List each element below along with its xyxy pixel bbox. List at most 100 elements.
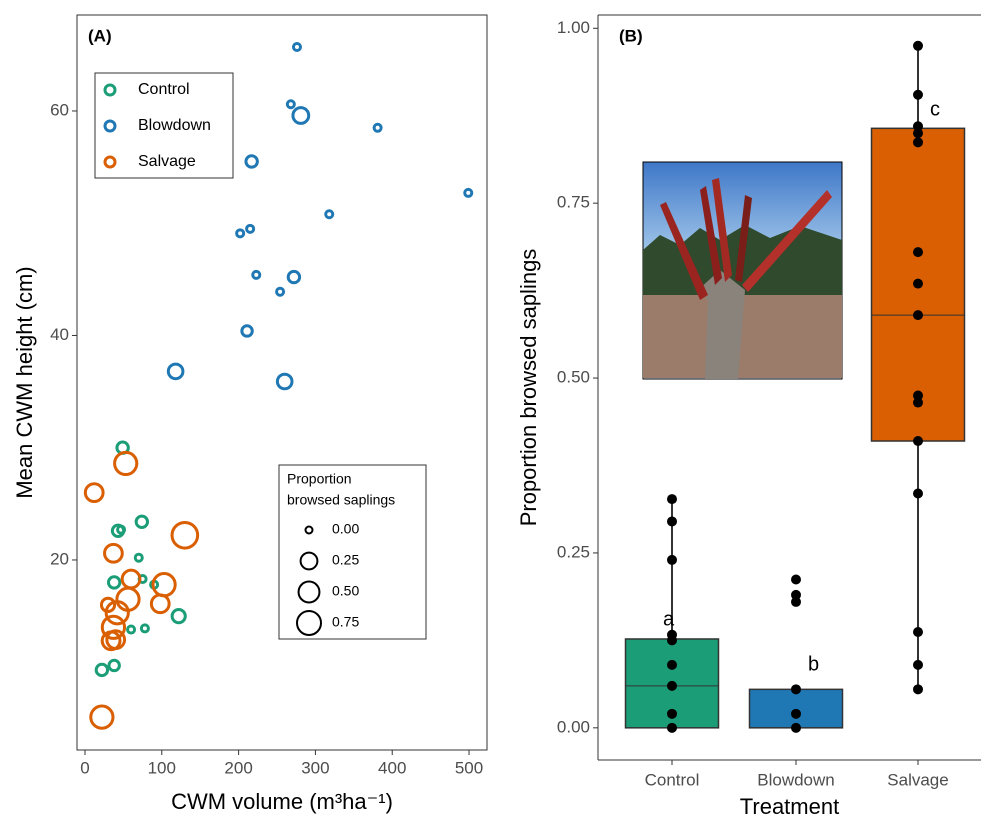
bubble	[251, 269, 262, 280]
point	[791, 684, 801, 695]
x-tick-label: 400	[378, 758, 406, 777]
point	[913, 684, 923, 695]
bubble	[170, 520, 200, 550]
x-tick-label: Blowdown	[757, 770, 835, 789]
bubble	[116, 524, 127, 535]
x-tick-label: 500	[455, 758, 483, 777]
x-tick-label: Control	[645, 770, 700, 789]
photo-inset	[642, 161, 843, 380]
size-legend-label: 0.25	[332, 552, 359, 568]
point	[667, 659, 677, 670]
x-tick-label: 0	[80, 758, 89, 777]
bubble	[94, 662, 110, 678]
point	[913, 278, 923, 289]
bubble	[170, 607, 187, 625]
y-tick-label: 0.00	[557, 717, 590, 736]
bubble	[235, 228, 246, 239]
bubble	[291, 41, 302, 52]
y-tick-label: 1.00	[557, 18, 590, 37]
bubble	[291, 106, 311, 125]
point	[913, 436, 923, 447]
y-tick-label: 40	[50, 325, 69, 344]
y-tick-label: 60	[50, 100, 69, 119]
annotation: a	[663, 608, 675, 630]
y-axis-title: Mean CWM height (cm)	[12, 266, 37, 498]
point	[667, 516, 677, 527]
annotation: c	[930, 98, 940, 120]
box	[748, 688, 844, 729]
point	[791, 722, 801, 733]
y-tick-label: 20	[50, 549, 69, 568]
bubble	[139, 623, 150, 634]
point	[667, 635, 677, 646]
x-axis-title: CWM volume (m³ha⁻¹)	[171, 789, 393, 814]
panel-label: (B)	[619, 26, 643, 45]
point	[913, 626, 923, 637]
y-tick-label: 0.25	[557, 542, 590, 561]
size-legend-label: 0.50	[332, 583, 359, 599]
bubble	[166, 362, 185, 381]
point	[913, 310, 923, 321]
legend-key	[103, 83, 117, 97]
bubble	[285, 99, 296, 110]
panel-label: (A)	[88, 26, 112, 45]
size-legend-title: Proportion	[287, 471, 352, 487]
annotation: b	[808, 653, 819, 675]
bubble	[100, 614, 127, 640]
x-tick-label: 100	[148, 758, 176, 777]
point	[791, 574, 801, 585]
size-legend-box	[278, 464, 427, 640]
point	[667, 554, 677, 565]
bubble	[324, 209, 335, 220]
bubble	[105, 629, 127, 651]
point	[913, 390, 923, 401]
y-tick-label: 0.50	[557, 368, 590, 387]
x-tick-label: 300	[301, 758, 329, 777]
point	[913, 121, 923, 132]
point	[913, 488, 923, 499]
point	[667, 708, 677, 719]
legend-box	[94, 72, 234, 179]
bubble	[286, 269, 302, 285]
size-legend-key	[296, 610, 322, 636]
legend-key	[103, 155, 117, 169]
size-legend-title: browsed saplings	[287, 492, 395, 508]
size-legend-key	[304, 525, 314, 535]
point	[913, 89, 923, 100]
point	[913, 659, 923, 670]
y-tick-label: 0.75	[557, 193, 590, 212]
point	[791, 589, 801, 600]
bubble	[463, 187, 474, 198]
point	[791, 708, 801, 719]
bubble	[372, 122, 383, 133]
bubble	[244, 154, 259, 169]
size-legend-key	[299, 551, 319, 571]
bubble	[104, 600, 130, 626]
x-tick-label: 200	[224, 758, 252, 777]
point	[667, 680, 677, 691]
point	[913, 247, 923, 258]
bubble	[245, 223, 256, 234]
size-legend-label: 0.00	[332, 521, 359, 537]
y-axis-title: Proportion browsed saplings	[516, 249, 541, 527]
point	[667, 722, 677, 733]
bubble	[103, 542, 124, 564]
legend-label: Salvage	[138, 153, 196, 170]
bubble	[126, 624, 137, 635]
x-tick-label: Salvage	[887, 770, 948, 789]
legend-label: Control	[138, 81, 190, 98]
legend-label: Blowdown	[138, 117, 211, 134]
bubble	[240, 324, 254, 338]
point	[667, 494, 677, 505]
bubble	[134, 514, 150, 529]
size-legend-key	[297, 580, 321, 604]
bubble	[275, 286, 286, 297]
bubble	[107, 658, 121, 673]
point	[913, 128, 923, 139]
bubble	[133, 552, 144, 563]
x-axis-title: Treatment	[740, 794, 839, 819]
point	[913, 397, 923, 408]
bubble	[83, 482, 105, 503]
size-legend-label: 0.75	[332, 614, 359, 630]
